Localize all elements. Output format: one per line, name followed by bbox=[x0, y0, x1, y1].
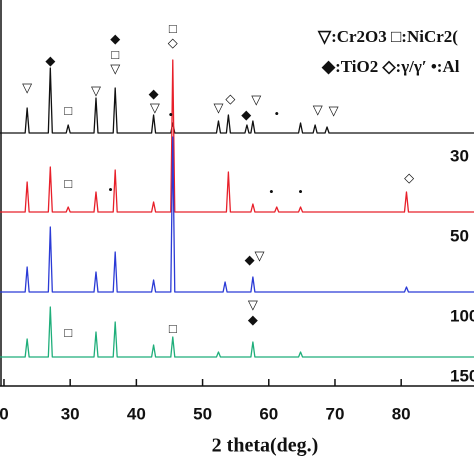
peak-marker: ◆ bbox=[248, 312, 258, 327]
xrd-trace bbox=[0, 59, 474, 213]
peak-marker: □ bbox=[64, 325, 72, 340]
peak-marker: • bbox=[269, 184, 274, 199]
xrd-trace bbox=[0, 67, 474, 134]
x-tick-label: 0 bbox=[0, 404, 9, 423]
peak-marker: ▽ bbox=[91, 83, 101, 98]
peak-marker: ▽ bbox=[22, 80, 32, 95]
x-axis-label: 2 theta(deg.) bbox=[212, 435, 319, 457]
series-label: 100 bbox=[450, 306, 474, 325]
series-label: 30 bbox=[450, 146, 469, 165]
peak-marker: ▽ bbox=[251, 92, 261, 107]
peak-marker: ◆ bbox=[110, 31, 120, 46]
legend-line: ▽:Cr2O3 □:NiCr2( bbox=[317, 27, 458, 46]
xrd-trace bbox=[0, 136, 474, 293]
xrd-trace bbox=[0, 306, 474, 358]
peak-marker: □ bbox=[169, 321, 177, 336]
peak-marker: • bbox=[169, 107, 174, 122]
peak-marker: • bbox=[274, 106, 279, 121]
x-tick-label: 40 bbox=[127, 404, 146, 423]
peak-marker: ▽ bbox=[329, 103, 339, 118]
peak-marker: • bbox=[108, 182, 113, 197]
series-label: 50 bbox=[450, 226, 469, 245]
peak-marker: ▽ bbox=[110, 61, 120, 76]
peak-marker: ▽ bbox=[248, 297, 258, 312]
peak-marker: ◇ bbox=[225, 91, 235, 106]
peak-marker: ▽ bbox=[255, 248, 265, 263]
peak-marker: □ bbox=[64, 103, 72, 118]
peak-marker: □ bbox=[111, 47, 119, 62]
x-tick-label: 30 bbox=[61, 404, 80, 423]
legend-line: ◆:TiO2 ◇:γ/γ′ •:Al bbox=[321, 57, 460, 76]
peak-marker: ◆ bbox=[245, 252, 255, 267]
x-tick-label: 60 bbox=[259, 404, 278, 423]
series-label: 150 bbox=[450, 366, 474, 385]
peak-marker: □ bbox=[169, 21, 177, 36]
peak-marker: ◆ bbox=[149, 86, 159, 101]
peak-marker: ▽ bbox=[213, 100, 223, 115]
peak-marker: ▽ bbox=[313, 102, 323, 117]
peak-marker: ▽ bbox=[150, 100, 160, 115]
peak-marker: ◇ bbox=[168, 35, 178, 50]
peak-marker: □ bbox=[64, 176, 72, 191]
x-tick-label: 50 bbox=[193, 404, 212, 423]
x-tick-label: 80 bbox=[392, 404, 411, 423]
peak-marker: ◆ bbox=[241, 107, 251, 122]
peak-marker: ◇ bbox=[404, 170, 414, 185]
x-tick-label: 70 bbox=[326, 404, 345, 423]
peak-marker: • bbox=[298, 184, 303, 199]
peak-marker: ◆ bbox=[45, 53, 55, 68]
